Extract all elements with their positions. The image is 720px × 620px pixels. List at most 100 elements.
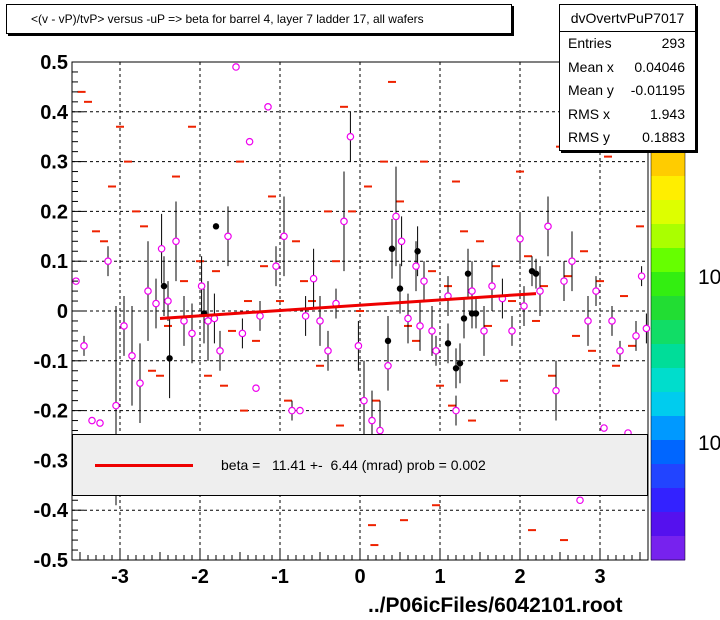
filled-marker [396,285,404,292]
palette-cell [651,200,685,225]
open-marker [88,416,96,425]
open-marker [516,234,524,243]
open-marker [224,232,232,241]
palette-cell [651,152,685,177]
open-marker [412,262,420,270]
x-tick-label: 3 [594,566,605,588]
red-dash-markers [77,80,644,547]
x-tick-label: 0 [354,566,365,588]
filled-marker [414,248,421,255]
open-marker [136,379,144,388]
palette-cell [651,392,685,417]
open-marker [152,299,160,308]
x-tick-label: -3 [111,566,129,588]
open-marker [637,272,646,280]
stats-row-rms-y: RMS y 0.1883 [560,126,695,150]
palette-cell [651,512,685,537]
open-marker [384,361,392,370]
stats-value: -0.01195 [630,82,685,98]
open-marker [432,347,440,355]
open-marker [592,287,600,295]
open-marker [324,347,332,355]
open-marker [164,297,172,305]
palette-cell [651,536,685,561]
open-marker [216,347,224,355]
open-marker [536,287,544,295]
open-marker [252,384,260,392]
open-marker [584,317,592,325]
y-tick-label: 0 [57,301,68,323]
fit-legend: beta = 11.41 +- 6.44 (mrad) prob = 0.002 [72,434,648,496]
open-marker [346,132,355,141]
palette-border [650,151,686,561]
open-marker [197,282,206,290]
filled-marker [384,337,392,345]
stats-row-mean-y: Mean y -0.01195 [560,79,695,103]
open-marker [301,312,310,320]
open-marker [172,237,180,246]
palette-cell [651,176,685,201]
file-label: ../P06icFiles/6042101.root [368,594,623,617]
palette-cell [651,440,685,465]
open-marker [632,332,640,340]
color-palette [650,151,686,561]
open-marker [552,386,560,395]
open-marker [340,217,348,226]
open-marker [520,302,528,310]
filled-marker [160,282,168,290]
palette-cell [651,296,685,321]
palette-label-lower: 10 [698,432,720,455]
open-marker [288,406,296,415]
palette-cell [651,224,685,249]
open-marker [316,317,324,325]
open-marker [204,317,212,325]
open-marker [560,277,568,285]
y-tick-labels: -0.5 -0.4 -0.3 -0.2 -0.1 0 0.1 0.2 0.3 0.4 0.5 [34,52,69,572]
y-tick-label: 0.3 [40,152,68,174]
open-marker [120,322,128,330]
open-marker [452,406,460,415]
open-marker [642,324,651,333]
filled-marker [212,223,220,230]
stats-value: 0.1883 [642,129,685,145]
palette-cell [651,248,685,273]
open-marker [128,352,136,360]
filled-marker [464,270,472,277]
open-marker [428,327,436,335]
filled-marker [388,245,396,252]
open-marker [296,406,304,415]
open-marker [488,282,496,290]
stats-label: Mean x [568,58,614,75]
stats-row-mean-x: Mean x 0.04046 [560,56,695,80]
y-tick-label: -0.4 [34,500,69,522]
fit-legend-line [95,464,193,467]
stats-value: 293 [661,35,685,51]
fit-legend-text: beta = 11.41 +- 6.44 (mrad) prob = 0.002 [221,457,486,473]
x-tick-labels: -3 -2 -1 0 1 2 3 [111,566,605,588]
y-tick-label: 0.4 [40,102,69,124]
open-marker [272,262,280,270]
open-marker [600,424,608,432]
filled-marker [472,310,480,317]
open-marker [368,416,376,425]
stats-label: Entries [568,35,612,51]
stats-name: dvOvertvPuP7017 [560,5,695,32]
fit-line [159,292,537,320]
open-marker [157,244,166,253]
filled-marker [166,355,173,362]
open-marker [608,317,616,325]
stats-row-entries: Entries 293 [560,32,695,56]
palette-cell [651,320,685,345]
open-marker [616,347,624,355]
open-marker [544,222,552,231]
filled-marker [452,365,460,372]
open-marker [180,317,188,325]
open-marker [188,329,196,338]
open-marker [309,274,318,283]
open-marker [468,287,476,295]
open-marker [80,342,88,350]
palette-label-upper: 10 [698,266,720,289]
open-markers [72,63,651,505]
x-tick-label: 1 [434,566,445,588]
palette-cell [651,344,685,369]
